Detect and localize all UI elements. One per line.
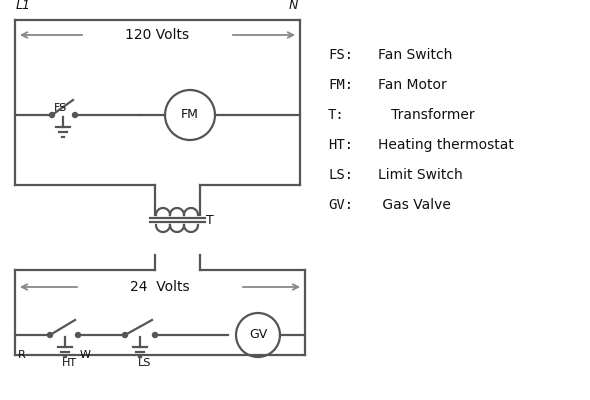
- Text: FM: FM: [181, 108, 199, 122]
- Text: T:: T:: [328, 108, 345, 122]
- Text: W: W: [80, 350, 91, 360]
- Circle shape: [152, 332, 158, 338]
- Text: R: R: [18, 350, 26, 360]
- Text: Limit Switch: Limit Switch: [378, 168, 463, 182]
- Circle shape: [48, 332, 53, 338]
- Text: Fan Switch: Fan Switch: [378, 48, 453, 62]
- Text: N: N: [289, 0, 298, 12]
- Text: HT: HT: [62, 358, 77, 368]
- Text: L1: L1: [16, 0, 31, 12]
- Text: FM:: FM:: [328, 78, 353, 92]
- Text: Heating thermostat: Heating thermostat: [378, 138, 514, 152]
- Text: FS:: FS:: [328, 48, 353, 62]
- Text: 120 Volts: 120 Volts: [125, 28, 189, 42]
- Text: LS: LS: [138, 358, 152, 368]
- Text: 24  Volts: 24 Volts: [130, 280, 190, 294]
- Text: Transformer: Transformer: [378, 108, 474, 122]
- Text: Fan Motor: Fan Motor: [378, 78, 447, 92]
- Text: FS: FS: [54, 103, 67, 113]
- Circle shape: [50, 112, 54, 118]
- Circle shape: [123, 332, 127, 338]
- Text: GV:: GV:: [328, 198, 353, 212]
- Text: LS:: LS:: [328, 168, 353, 182]
- Circle shape: [76, 332, 80, 338]
- Text: HT:: HT:: [328, 138, 353, 152]
- Text: GV: GV: [249, 328, 267, 342]
- Circle shape: [73, 112, 77, 118]
- Text: Gas Valve: Gas Valve: [378, 198, 451, 212]
- Text: T: T: [206, 214, 214, 226]
